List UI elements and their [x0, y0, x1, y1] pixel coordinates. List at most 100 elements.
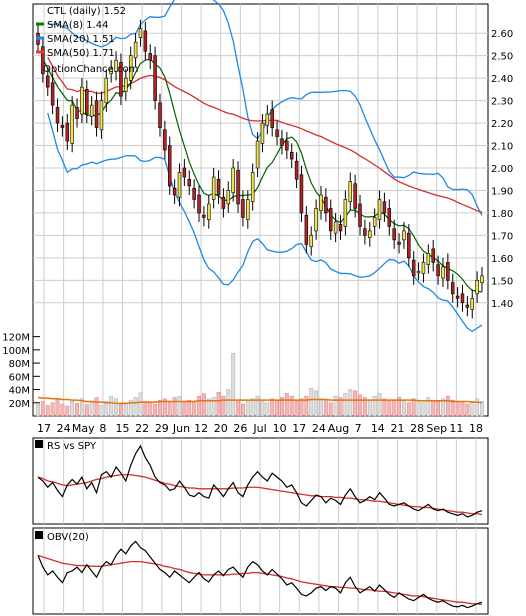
rs-grid — [43, 438, 477, 524]
candle-body — [255, 140, 260, 169]
volume-bar — [50, 402, 55, 417]
price-tick-label: 2.00 — [491, 164, 513, 175]
candle-body — [304, 214, 309, 245]
candle-body — [128, 55, 133, 81]
candle-body — [236, 169, 240, 205]
volume-tick-label: 120M — [2, 333, 30, 344]
candle-body — [441, 266, 445, 279]
candle-body — [480, 275, 484, 283]
candle-body — [299, 174, 304, 214]
candle-body — [99, 100, 104, 131]
candle-body — [353, 183, 357, 209]
volume-bar — [382, 398, 387, 417]
volume-bar — [265, 402, 270, 417]
x-tick-label: 26 — [233, 422, 247, 435]
volume-bar — [411, 398, 416, 417]
candle-body — [426, 253, 431, 265]
volume-bar — [40, 401, 45, 417]
volume-bar — [377, 393, 382, 417]
volume-bar — [367, 399, 372, 417]
volume-bar — [401, 401, 406, 417]
volume-bar — [460, 402, 465, 417]
volume-bar — [333, 395, 338, 417]
volume-bar — [94, 397, 99, 417]
candle-body — [314, 208, 318, 232]
candle-body — [309, 235, 313, 247]
candle-body — [343, 199, 348, 227]
volume-bar — [245, 399, 250, 417]
volume-bar — [114, 398, 119, 417]
x-tick-label: 18 — [469, 422, 483, 435]
volume-bar — [36, 403, 40, 417]
volume-bar — [206, 398, 211, 417]
x-tick-label: 29 — [155, 422, 169, 435]
obvLines-ma — [37, 554, 483, 606]
volume-bar — [187, 399, 192, 417]
volume-bar — [79, 398, 84, 417]
volume-bar — [348, 389, 353, 417]
candle-body — [338, 223, 343, 232]
volume-bar — [319, 398, 323, 417]
volume-bar — [431, 399, 436, 417]
volume-bar — [172, 397, 177, 417]
volume-tick-label: 100M — [2, 346, 30, 357]
volume-bar — [353, 390, 358, 417]
price-tick-label: 2.20 — [491, 119, 513, 130]
volume-bar — [133, 397, 138, 417]
volume-bar — [323, 399, 328, 417]
candle-body — [148, 53, 152, 61]
x-tick-label: 8 — [99, 422, 106, 435]
candle-body — [319, 194, 323, 211]
candle-body — [80, 86, 84, 115]
chart-title: CTL (daily) 1.52 — [47, 6, 126, 17]
candle-body — [392, 228, 396, 241]
volume-bar — [362, 397, 367, 417]
volume-bar — [123, 402, 128, 417]
x-tick-label: 17 — [37, 422, 51, 435]
x-tick-label: Jun — [172, 422, 190, 435]
candle-body — [324, 196, 328, 214]
x-tick-label: 28 — [410, 422, 424, 435]
candle-body — [246, 199, 250, 220]
volume-bar — [304, 395, 309, 417]
volume-average-line — [37, 396, 483, 405]
volume-bar — [201, 393, 206, 417]
volume-bar — [426, 397, 431, 417]
bollinger-lower-band — [47, 112, 483, 333]
candle-body — [104, 77, 109, 104]
candle-body — [187, 178, 192, 187]
x-tick-label: 24 — [57, 422, 71, 435]
candle-body — [211, 176, 216, 200]
price-tick-label: 1.50 — [491, 276, 513, 287]
candle-body — [250, 172, 255, 202]
price-tick-label: 2.50 — [491, 52, 513, 63]
volume-bar — [455, 401, 460, 417]
watermark: OptionChance.com — [43, 64, 138, 75]
legend-sma20: SMA(20) 1.51 — [47, 34, 115, 45]
volume-bar — [84, 404, 89, 417]
candle-body — [416, 271, 421, 274]
price-axis-ticks: 1.40 1.50 1.60 1.70 1.80 1.90 2.00 2.10 2.20 2.30… — [491, 29, 513, 310]
candle-body — [109, 68, 113, 74]
legend-sma8: SMA(8) 1.44 — [47, 20, 108, 31]
x-tick-label: 24 — [312, 422, 326, 435]
candle-body — [177, 172, 182, 198]
x-tick-label: 14 — [371, 422, 385, 435]
candle-body — [231, 167, 235, 194]
x-tick-label: 12 — [194, 422, 208, 435]
rs-legend-swatch — [35, 440, 43, 448]
candle-body — [294, 160, 299, 180]
volume-bar — [177, 395, 182, 417]
volume-bar — [148, 402, 153, 417]
candlesticks — [36, 19, 484, 319]
candle-body — [285, 140, 289, 151]
x-tick-label: Aug — [328, 422, 349, 435]
candle-body — [89, 104, 94, 117]
candle-body — [94, 100, 99, 128]
obv-title: OBV(20) — [47, 532, 89, 543]
volume-bar — [158, 399, 162, 417]
candle-body — [163, 129, 167, 151]
x-tick-label: 17 — [292, 422, 306, 435]
candle-body — [114, 59, 118, 72]
volume-bar — [55, 399, 60, 417]
